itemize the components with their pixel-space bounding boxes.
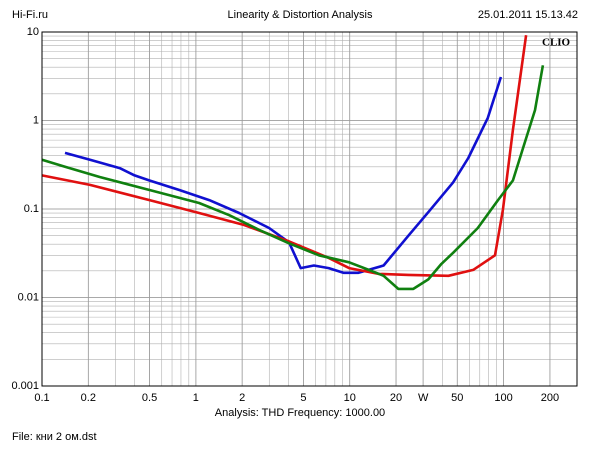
- x-tick-label: W: [418, 392, 429, 404]
- x-tick-label: 20: [390, 392, 402, 404]
- y-tick-label: 1: [33, 114, 39, 126]
- plot: [41, 35, 545, 291]
- x-tick-label: 5: [300, 392, 306, 404]
- file-name: File: кни 2 ом.dst: [12, 431, 97, 443]
- brand: CLIO: [542, 37, 571, 49]
- x-tick-label: 50: [451, 392, 463, 404]
- series-line: [64, 76, 503, 275]
- series-line: [41, 35, 528, 278]
- grid: [41, 31, 577, 387]
- y-tick-label: 0.01: [18, 291, 39, 303]
- series-line: [41, 65, 545, 291]
- subtitle: Analysis: THD Frequency: 1000.00: [215, 407, 385, 419]
- x-tick-label: 200: [541, 392, 559, 404]
- x-tick-label: 0.5: [142, 392, 157, 404]
- x-tick-label: 1: [193, 392, 199, 404]
- x-tick-label: 2: [239, 392, 245, 404]
- y-tick-label: 0.1: [24, 203, 39, 215]
- header-right: 25.01.2011 15.13.42: [478, 9, 578, 21]
- y-tick-label: 10: [27, 26, 39, 38]
- plot-frame: [41, 31, 578, 387]
- x-tick-label: 100: [494, 392, 512, 404]
- x-tick-label: 10: [344, 392, 356, 404]
- chart-title: Linearity & Distortion Analysis: [228, 9, 373, 21]
- y-tick-label: 0.001: [11, 380, 39, 392]
- x-tick-label: 0.2: [81, 392, 96, 404]
- header-left: Hi-Fi.ru: [12, 9, 48, 21]
- x-tick-label: 0.1: [34, 392, 49, 404]
